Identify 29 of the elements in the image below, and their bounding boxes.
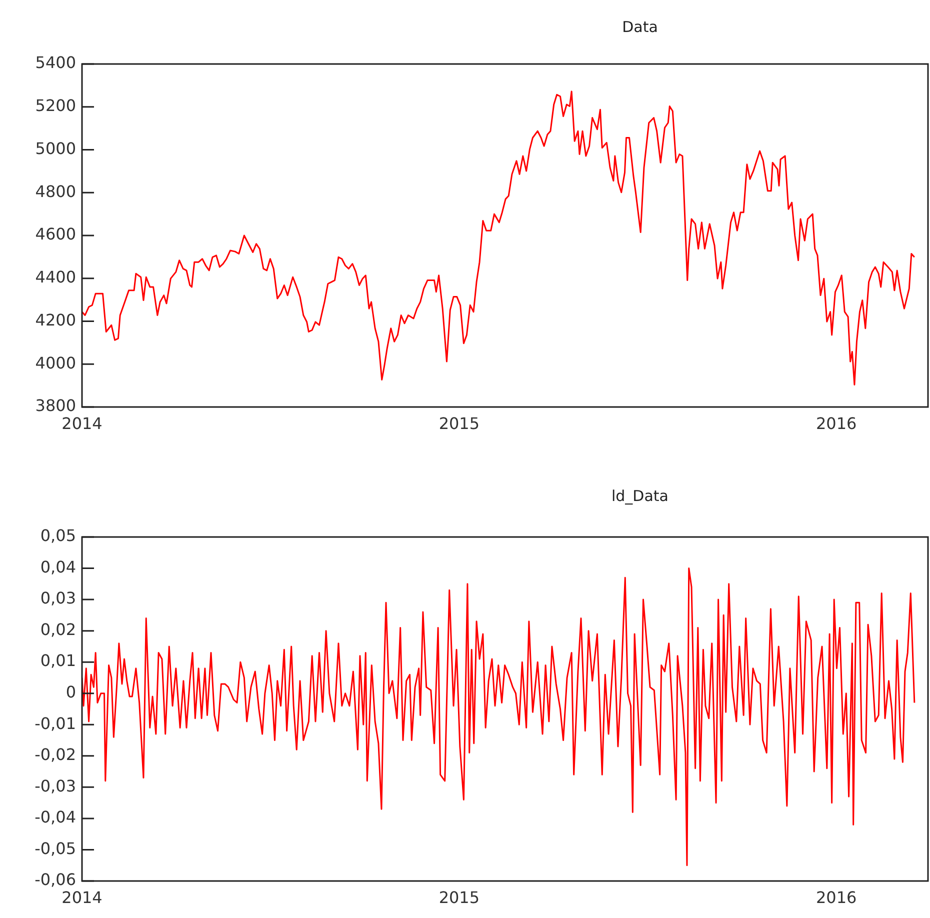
y-tick-label: 4200 (35, 310, 76, 330)
x-tick-label: 2014 (62, 888, 102, 907)
x-tick-label: 2016 (816, 414, 857, 433)
y-tick-label: -0,04 (34, 808, 76, 827)
y-tick-label: 3800 (35, 396, 76, 416)
y-tick-label: 5000 (35, 138, 76, 158)
y-tick-label: -0,06 (34, 870, 76, 890)
y-tick-label: -0,02 (34, 745, 76, 764)
x-tick-label: 2015 (438, 414, 480, 433)
y-tick-label: 5200 (35, 96, 76, 116)
y-tick-label: 0,04 (40, 557, 76, 576)
y-tick-label: 0,05 (40, 526, 76, 546)
y-tick-label: 0 (66, 682, 76, 702)
y-tick-label: -0,05 (34, 838, 76, 858)
x-tick-label: 2015 (438, 888, 480, 907)
x-tick-label: 2016 (816, 888, 857, 907)
y-tick-label: 0,02 (40, 620, 76, 639)
y-tick-label: 0,01 (40, 651, 76, 670)
y-tick-label: 4400 (35, 268, 76, 287)
y-tick-label: 0,03 (40, 588, 76, 608)
y-tick-label: -0,01 (34, 714, 76, 733)
y-tick-label: 4000 (35, 353, 76, 372)
chart-title: ld_Data (610, 487, 670, 505)
chart-title: Data (621, 18, 659, 36)
y-tick-label: 4800 (35, 182, 76, 201)
y-tick-label: 4600 (35, 224, 76, 244)
y-tick-label: 5400 (35, 53, 76, 72)
y-tick-label: -0,03 (34, 776, 76, 796)
x-tick-label: 2014 (62, 414, 102, 433)
